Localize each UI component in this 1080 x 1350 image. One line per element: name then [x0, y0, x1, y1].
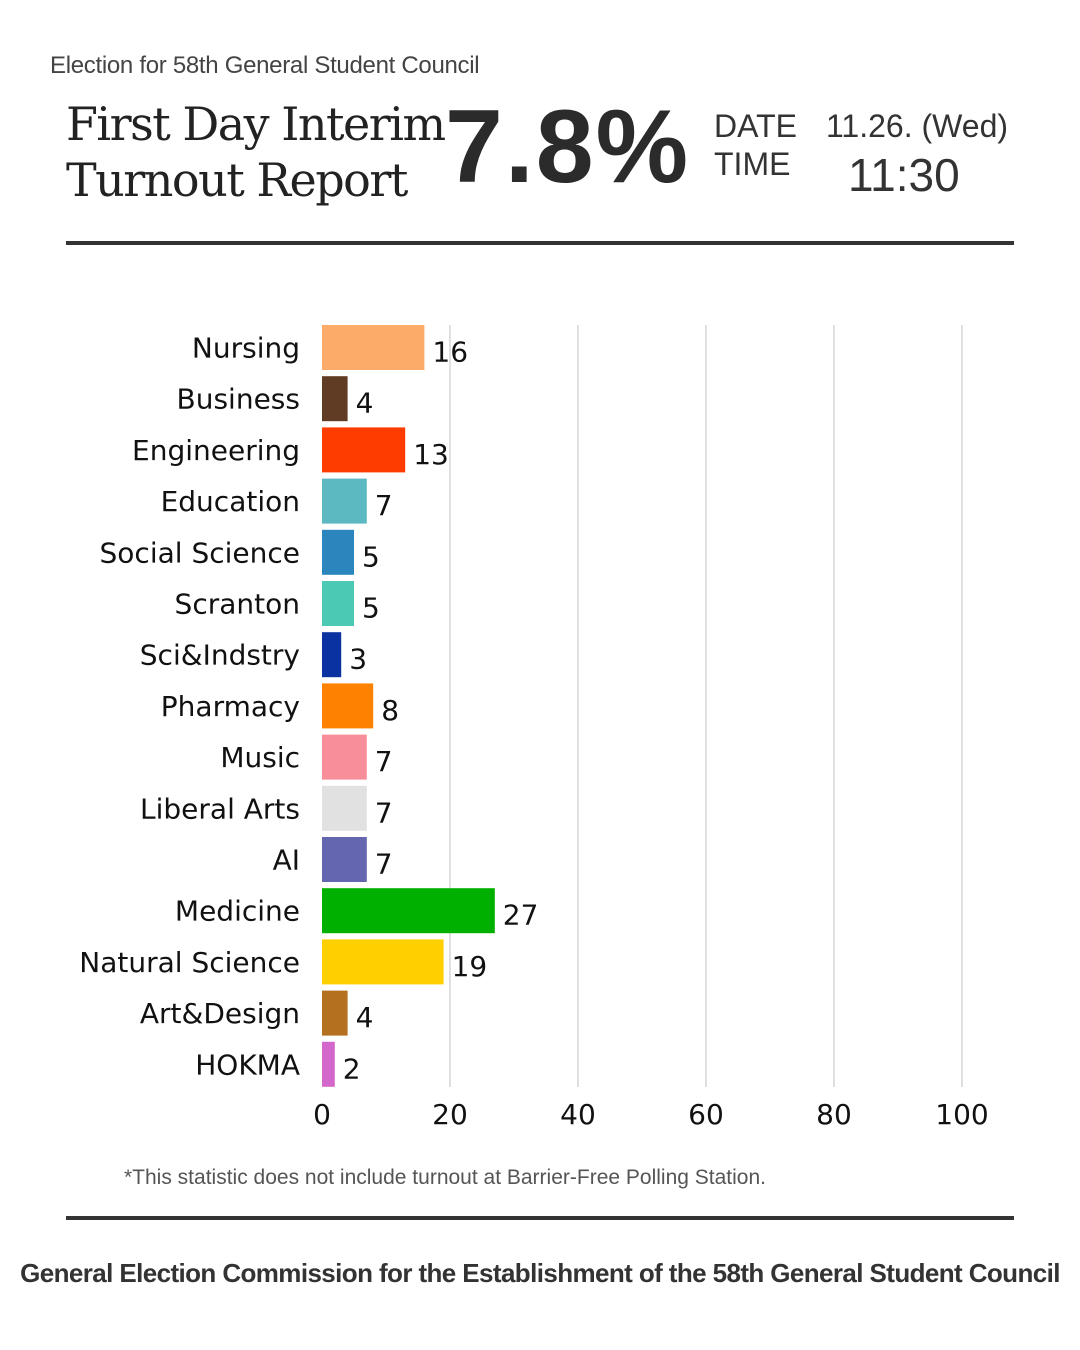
bar-art-design: [322, 990, 348, 1036]
x-tick-label-0: 0: [313, 1098, 331, 1131]
bar-liberal-arts: [322, 785, 367, 831]
bar-pharmacy: [322, 683, 374, 729]
value-label-ai: 7: [375, 848, 393, 881]
value-label-art-design: 4: [356, 1001, 374, 1034]
footer-organization: General Election Commission for the Esta…: [20, 1258, 1060, 1288]
bar-music: [322, 734, 367, 780]
value-label-natural-science: 19: [452, 950, 488, 983]
turnout-percentage: 7.8%: [445, 89, 691, 205]
bar-social-science: [322, 529, 354, 575]
category-label-engineering: Engineering: [132, 434, 300, 467]
footnote: *This statistic does not include turnout…: [124, 1166, 766, 1189]
category-label-education: Education: [161, 485, 300, 518]
category-label-hokma: HOKMA: [195, 1048, 300, 1081]
bottom-divider: [66, 1216, 1014, 1220]
value-label-liberal-arts: 7: [375, 796, 393, 829]
report-title: First Day Interim Turnout Report: [66, 97, 446, 207]
bar-scranton: [322, 581, 354, 626]
value-label-pharmacy: 8: [381, 694, 399, 727]
category-label-art-design: Art&Design: [140, 997, 300, 1030]
top-divider: [66, 241, 1014, 245]
category-label-music: Music: [220, 741, 300, 774]
date-value: 11.26. (Wed): [826, 108, 1009, 144]
x-tick-label-60: 60: [688, 1098, 724, 1131]
category-label-social-science: Social Science: [100, 536, 300, 569]
bar-natural-science: [322, 939, 444, 985]
supertitle: Election for 58th General Student Counci…: [50, 52, 480, 79]
x-tick-label-20: 20: [432, 1098, 468, 1131]
bar-business: [322, 376, 348, 422]
bar-ai: [322, 837, 367, 882]
bar-nursing: [322, 325, 425, 370]
x-tick-label-40: 40: [560, 1098, 596, 1131]
bars: [322, 325, 495, 1087]
bar-hokma: [322, 1041, 335, 1087]
labels: 0 20 40 60 80 100 Nursing 16 Business 4 Engineerin…: [79, 332, 988, 1132]
time-label: TIME: [714, 146, 791, 182]
date-label: DATE: [714, 108, 797, 144]
category-label-scranton: Scranton: [175, 588, 300, 621]
bar-medicine: [322, 888, 495, 934]
value-label-business: 4: [356, 387, 374, 420]
value-label-nursing: 16: [432, 336, 468, 369]
gridlines: [449, 325, 963, 1087]
bar-education: [322, 478, 367, 524]
bar-sci-indstry: [322, 632, 342, 678]
x-tick-label-100: 100: [935, 1098, 988, 1131]
x-tick-label-80: 80: [816, 1098, 852, 1131]
category-label-medicine: Medicine: [175, 895, 300, 928]
value-label-scranton: 5: [362, 592, 380, 625]
category-label-sci-indstry: Sci&Indstry: [140, 639, 300, 672]
value-label-medicine: 27: [503, 899, 539, 932]
category-label-nursing: Nursing: [192, 332, 300, 365]
category-label-liberal-arts: Liberal Arts: [140, 792, 300, 825]
value-label-hokma: 2: [343, 1052, 361, 1085]
time-value: 11:30: [848, 149, 960, 201]
value-label-social-science: 5: [362, 540, 380, 573]
category-label-business: Business: [177, 383, 300, 416]
category-label-ai: AI: [273, 844, 300, 877]
bar-engineering: [322, 427, 406, 473]
value-label-engineering: 13: [413, 438, 449, 471]
value-label-sci-indstry: 3: [349, 643, 367, 676]
value-label-music: 7: [375, 745, 393, 778]
category-label-pharmacy: Pharmacy: [161, 690, 300, 723]
category-label-natural-science: Natural Science: [79, 946, 300, 979]
value-label-education: 7: [375, 489, 393, 522]
